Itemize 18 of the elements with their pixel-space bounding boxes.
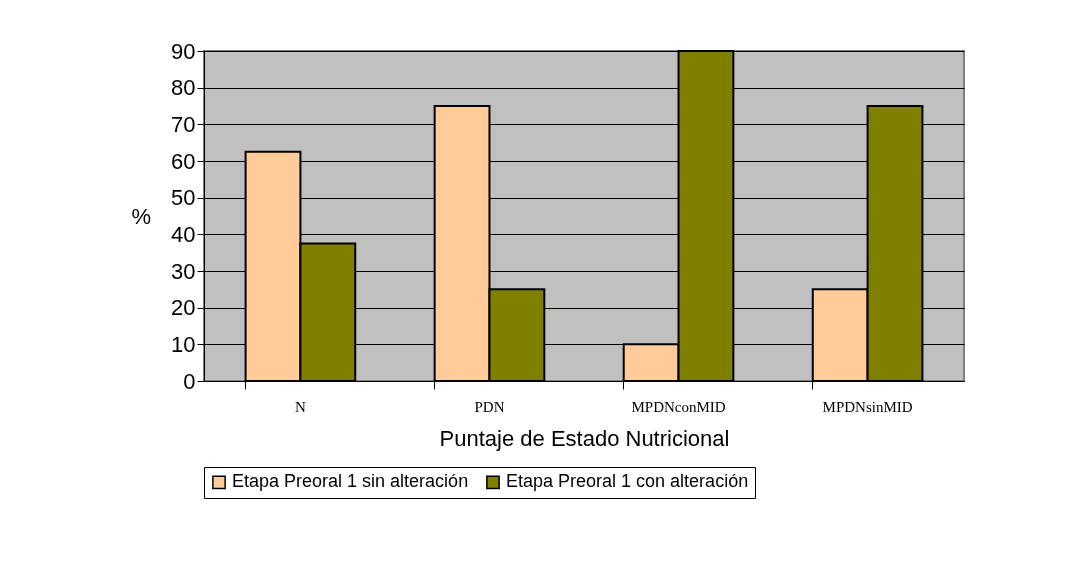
x-axis-title: Puntaje de Estado Nutricional [439,425,730,451]
legend-label: Etapa Preoral 1 con alteración [506,471,749,492]
x-tick-label: MPDNconMID [631,398,726,415]
x-tick-label: PDN [474,398,505,415]
y-tick-label: 20 [171,295,196,321]
legend-label: Etapa Preoral 1 sin alteración [232,471,469,492]
y-axis-title: % [131,203,152,229]
y-tick-label: 40 [171,221,196,247]
x-tick-label: MPDNsinMID [822,398,913,415]
y-tick-label: 10 [171,331,196,357]
y-tick-label: 60 [171,148,196,174]
y-tick-label: 80 [171,75,196,101]
y-tick-label: 0 [183,368,196,394]
y-tick-label: 70 [171,111,196,137]
y-tick-label: 90 [171,38,196,64]
y-tick-label: 50 [171,185,196,211]
y-tick-label: 30 [171,258,196,284]
x-tick-label: N [295,398,306,415]
